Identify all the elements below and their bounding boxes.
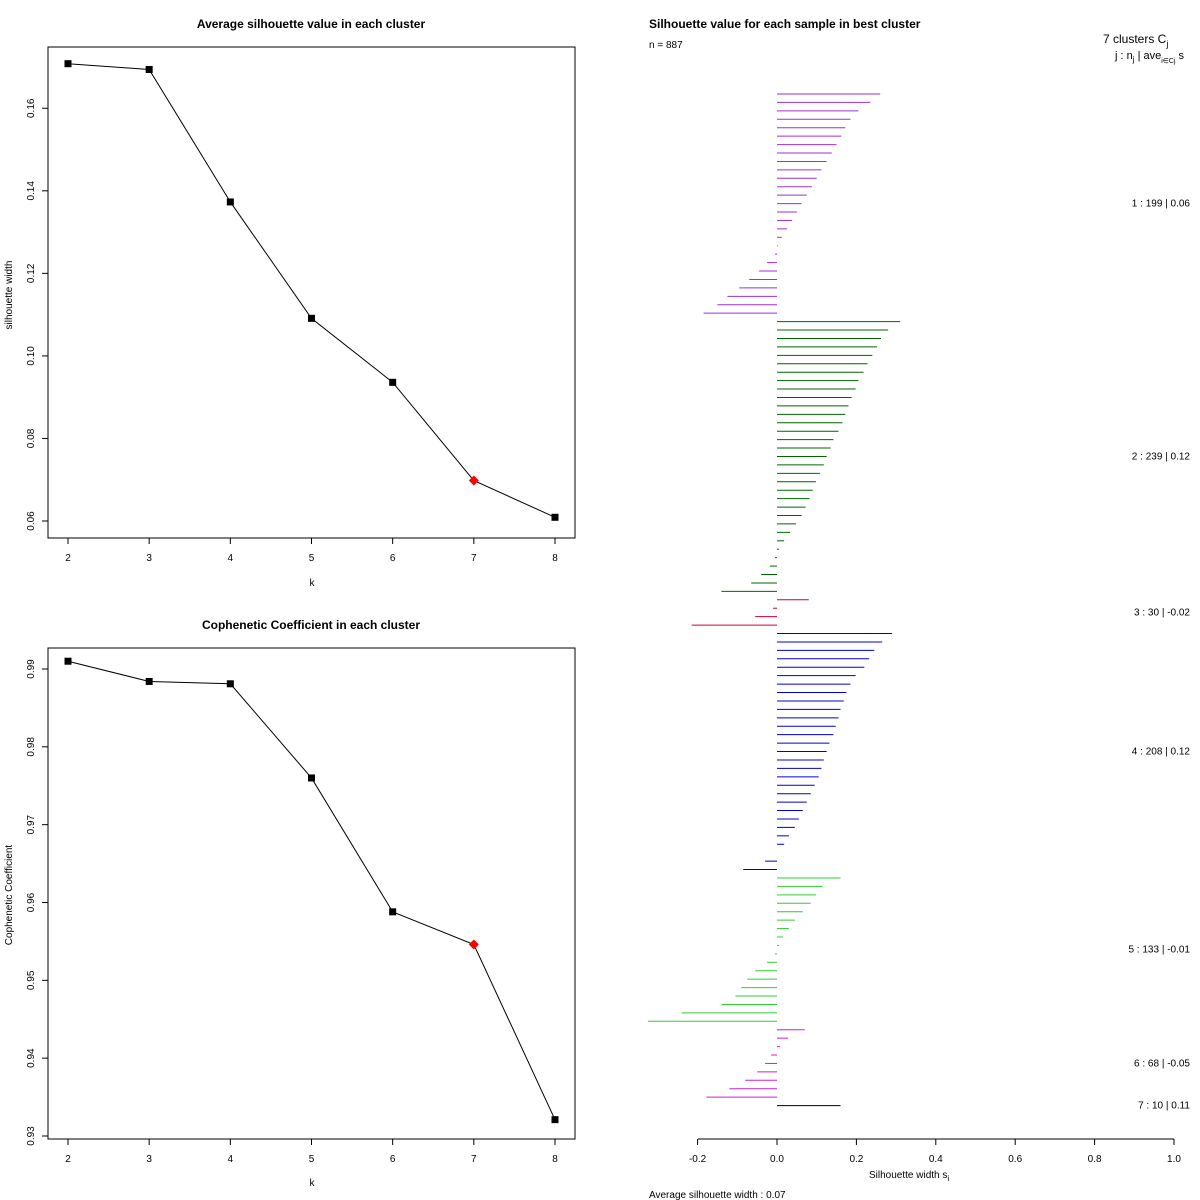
silhouette-plot: Silhouette value for each sample in best…: [647, 17, 1190, 1200]
chart1-data-point: [389, 378, 397, 386]
column-header-sub: i∈Cj: [1161, 58, 1176, 65]
chart2-x-axis: 2 3 4 5 6 7 8: [65, 1139, 558, 1165]
chart1-y-tick-label: 0.16: [26, 98, 37, 118]
chart2-data-point: [551, 1116, 559, 1124]
average-silhouette-width: Average silhouette width : 0.07: [649, 1190, 786, 1200]
silhouette-bars: [647, 93, 901, 1107]
chart1-y-tick-label: 0.12: [26, 263, 37, 283]
chart2-data-point: [308, 774, 315, 782]
chart3-x-tick-label: 0.0: [770, 1154, 784, 1165]
chart3-x-tick-label: -0.2: [689, 1154, 707, 1165]
chart1-data-point: [551, 513, 559, 521]
chart3-x-label-sub: i: [947, 1174, 949, 1183]
cluster-summary-2: 2 : 239 | 0.12: [1132, 451, 1191, 462]
chart1-x-tick-label: 5: [309, 553, 315, 564]
chart3-x-tick-label: 0.8: [1088, 1154, 1102, 1165]
chart1-data-point: [308, 314, 315, 322]
chart2-y-tick-label: 0.98: [26, 737, 37, 757]
chart1-x-tick-label: 8: [552, 553, 558, 564]
chart2-y-axis: 0.93 0.94 0.95 0.96 0.97 0.98 0.99: [26, 659, 48, 1146]
chart1-data-point: [64, 60, 72, 68]
chart3-x-axis: -0.2 0.0 0.2 0.4 0.6 0.8 1.0: [689, 1139, 1181, 1165]
chart2-y-tick-label: 0.99: [26, 659, 37, 679]
cophenetic-by-k-chart: Cophenetic Coefficient in each cluster k…: [4, 618, 576, 1189]
chart3-x-tick-label: 0.6: [1008, 1154, 1022, 1165]
chart3-x-tick-label: 0.2: [849, 1154, 863, 1165]
chart2-x-tick-label: 7: [471, 1154, 477, 1165]
chart2-x-label: k: [310, 1178, 316, 1189]
cluster-count-header-text: 7 clusters C: [1103, 32, 1167, 46]
chart3-x-tick-label: 1.0: [1167, 1154, 1181, 1165]
cluster-summary-7: 7 : 10 | 0.11: [1138, 1101, 1190, 1112]
chart3-x-label-text: Silhouette width s: [869, 1170, 947, 1181]
chart1-x-label: k: [310, 578, 316, 589]
cluster-count-header: 7 clusters Cj: [1103, 32, 1168, 49]
chart3-x-label: Silhouette width si: [869, 1170, 949, 1183]
silhouette-by-k-chart: Average silhouette value in each cluster…: [4, 17, 576, 589]
chart2-data-point: [389, 908, 397, 916]
cluster-summary-3: 3 : 30 | -0.02: [1134, 607, 1190, 618]
chart2-x-tick-label: 8: [552, 1154, 558, 1165]
chart1-y-tick-label: 0.14: [26, 181, 37, 201]
chart3-x-tick-label: 0.4: [929, 1154, 943, 1165]
column-header: j : nj | avei∈Cj s: [1114, 50, 1185, 65]
column-header-s: s: [1179, 50, 1185, 62]
chart1-highlight-point: [468, 475, 479, 486]
cluster-summary-1: 1 : 199 | 0.06: [1132, 199, 1191, 210]
chart2-title: Cophenetic Coefficient in each cluster: [202, 618, 420, 632]
chart3-title: Silhouette value for each sample in best…: [649, 17, 921, 31]
chart2-x-tick-label: 2: [65, 1154, 71, 1165]
cluster-summary-5: 5 : 133 | -0.01: [1128, 945, 1190, 956]
column-header-text: j : n: [1114, 50, 1133, 62]
chart2-x-tick-label: 3: [146, 1154, 152, 1165]
chart1-x-tick-label: 2: [65, 553, 71, 564]
sample-count: n = 887: [649, 40, 683, 51]
cluster-summary-4: 4 : 208 | 0.12: [1132, 747, 1191, 758]
cluster-count-header-sub: j: [1165, 39, 1168, 49]
chart2-y-tick-label: 0.94: [26, 1048, 37, 1068]
chart1-x-tick-label: 6: [390, 553, 396, 564]
chart1-y-label: silhouette width: [4, 261, 15, 330]
chart1-y-tick-label: 0.06: [26, 511, 37, 531]
chart2-y-tick-label: 0.97: [26, 814, 37, 834]
chart1-x-tick-label: 3: [146, 553, 152, 564]
chart2-x-tick-label: 4: [228, 1154, 234, 1165]
chart2-y-tick-label: 0.93: [26, 1126, 37, 1146]
chart2-data-point: [145, 677, 153, 685]
chart1-x-axis: 2 3 4 5 6 7 8: [65, 538, 558, 564]
chart1-data-point: [226, 198, 234, 206]
chart2-y-tick-label: 0.96: [26, 892, 37, 912]
chart2-x-tick-label: 6: [390, 1154, 396, 1165]
chart2-y-label: Cophenetic Coefficient: [4, 845, 15, 946]
cluster-summary-6: 6 : 68 | -0.05: [1134, 1058, 1190, 1069]
chart2-highlight-point: [468, 939, 479, 950]
chart1-data-point: [145, 65, 153, 73]
chart1-y-tick-label: 0.08: [26, 428, 37, 448]
chart2-y-tick-label: 0.95: [26, 970, 37, 990]
chart2-x-tick-label: 5: [309, 1154, 315, 1165]
chart2-data-point: [64, 657, 72, 665]
chart1-y-tick-label: 0.10: [26, 346, 37, 366]
chart1-x-tick-label: 4: [228, 553, 234, 564]
cluster-summary-labels: 1 : 199 | 0.06 2 : 239 | 0.12 3 : 30 | -0.…: [1128, 199, 1190, 1112]
chart1-x-tick-label: 7: [471, 553, 477, 564]
chart1-y-axis: 0.06 0.08 0.10 0.12 0.14 0.16: [26, 98, 48, 531]
chart1-title: Average silhouette value in each cluster: [197, 17, 426, 31]
chart2-points: [64, 657, 559, 1124]
column-header-tail: | ave: [1135, 50, 1162, 62]
chart1-points: [64, 60, 559, 521]
chart2-data-point: [226, 680, 234, 688]
